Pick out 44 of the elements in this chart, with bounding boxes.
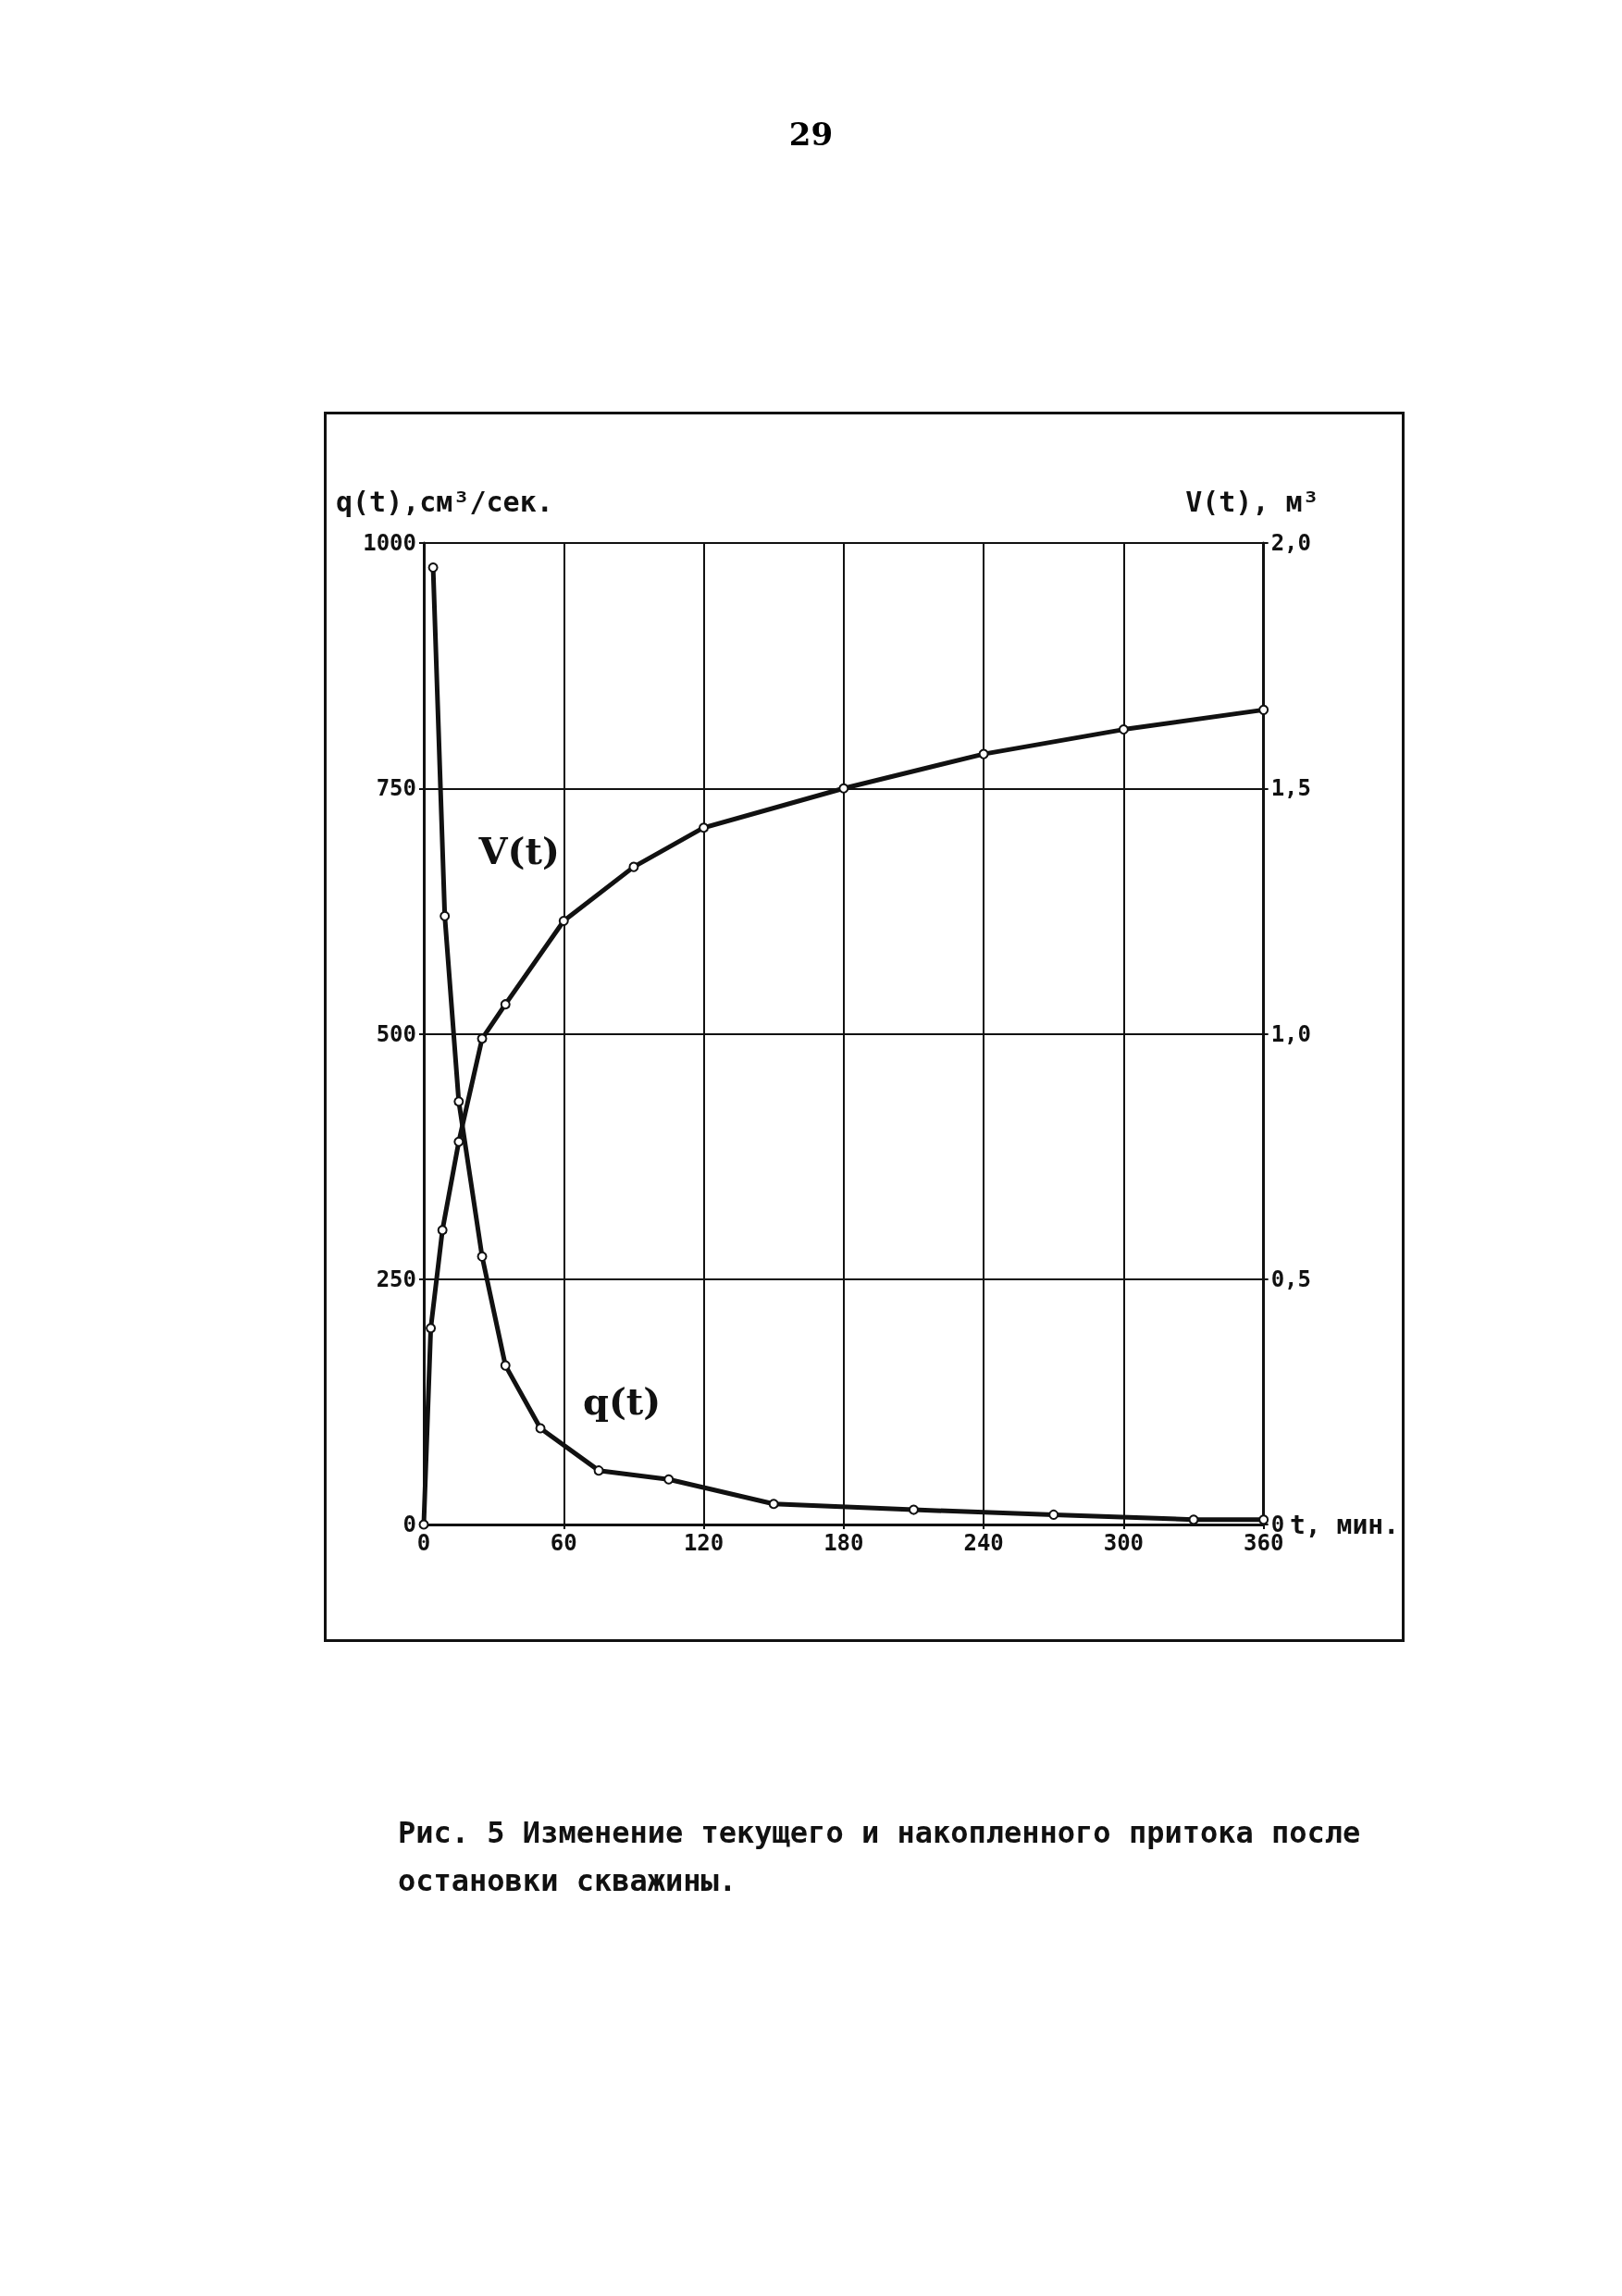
x-axis-title: t, мин. [1290, 1509, 1400, 1540]
point [1118, 724, 1129, 735]
point [978, 748, 989, 759]
y2-tick-label: 0,5 [1270, 1265, 1312, 1292]
point [1048, 1509, 1059, 1520]
y-tick-label: 250 [376, 1265, 416, 1292]
y-tick-label: 1000 [363, 530, 416, 556]
point [535, 1423, 546, 1434]
y2-tick-label: 2,0 [1270, 530, 1312, 556]
y-tick-label: 500 [376, 1020, 416, 1047]
point [908, 1504, 919, 1515]
point [477, 1251, 488, 1262]
y2-axis-title: V(t), м³ [1185, 485, 1319, 518]
point [628, 861, 639, 872]
point [440, 910, 451, 921]
point [437, 1225, 448, 1236]
point [427, 562, 439, 574]
x-tick-label: 120 [683, 1530, 724, 1556]
point [663, 1474, 675, 1485]
x-tick-label: 180 [823, 1530, 864, 1556]
point [418, 1519, 429, 1530]
series-label: q(t) [582, 1378, 662, 1423]
point [453, 1136, 464, 1147]
series-label: V(t) [477, 829, 560, 873]
y-axis-title: q(t),см³/сек. [336, 485, 553, 518]
point [500, 1360, 511, 1371]
point [699, 822, 710, 833]
point [558, 915, 569, 926]
x-tick-label: 300 [1103, 1530, 1145, 1556]
x-tick-label: 60 [550, 1530, 577, 1556]
y-tick-label: 750 [376, 775, 416, 802]
x-tick-label: 240 [963, 1530, 1004, 1556]
point [593, 1465, 604, 1476]
point [426, 1323, 437, 1334]
text: Рис. 5 Изменение текущего и накопленного притока после остановки скважины. [398, 1814, 1362, 1900]
point [453, 1096, 464, 1107]
y-tick-label: 0 [402, 1512, 416, 1537]
text: 29 [787, 116, 835, 153]
point [500, 999, 511, 1010]
y2-tick-label: 1,0 [1270, 1020, 1312, 1047]
point [768, 1499, 779, 1510]
point [838, 783, 849, 794]
point [1258, 704, 1269, 715]
y2-tick-label: 1,5 [1270, 775, 1312, 802]
